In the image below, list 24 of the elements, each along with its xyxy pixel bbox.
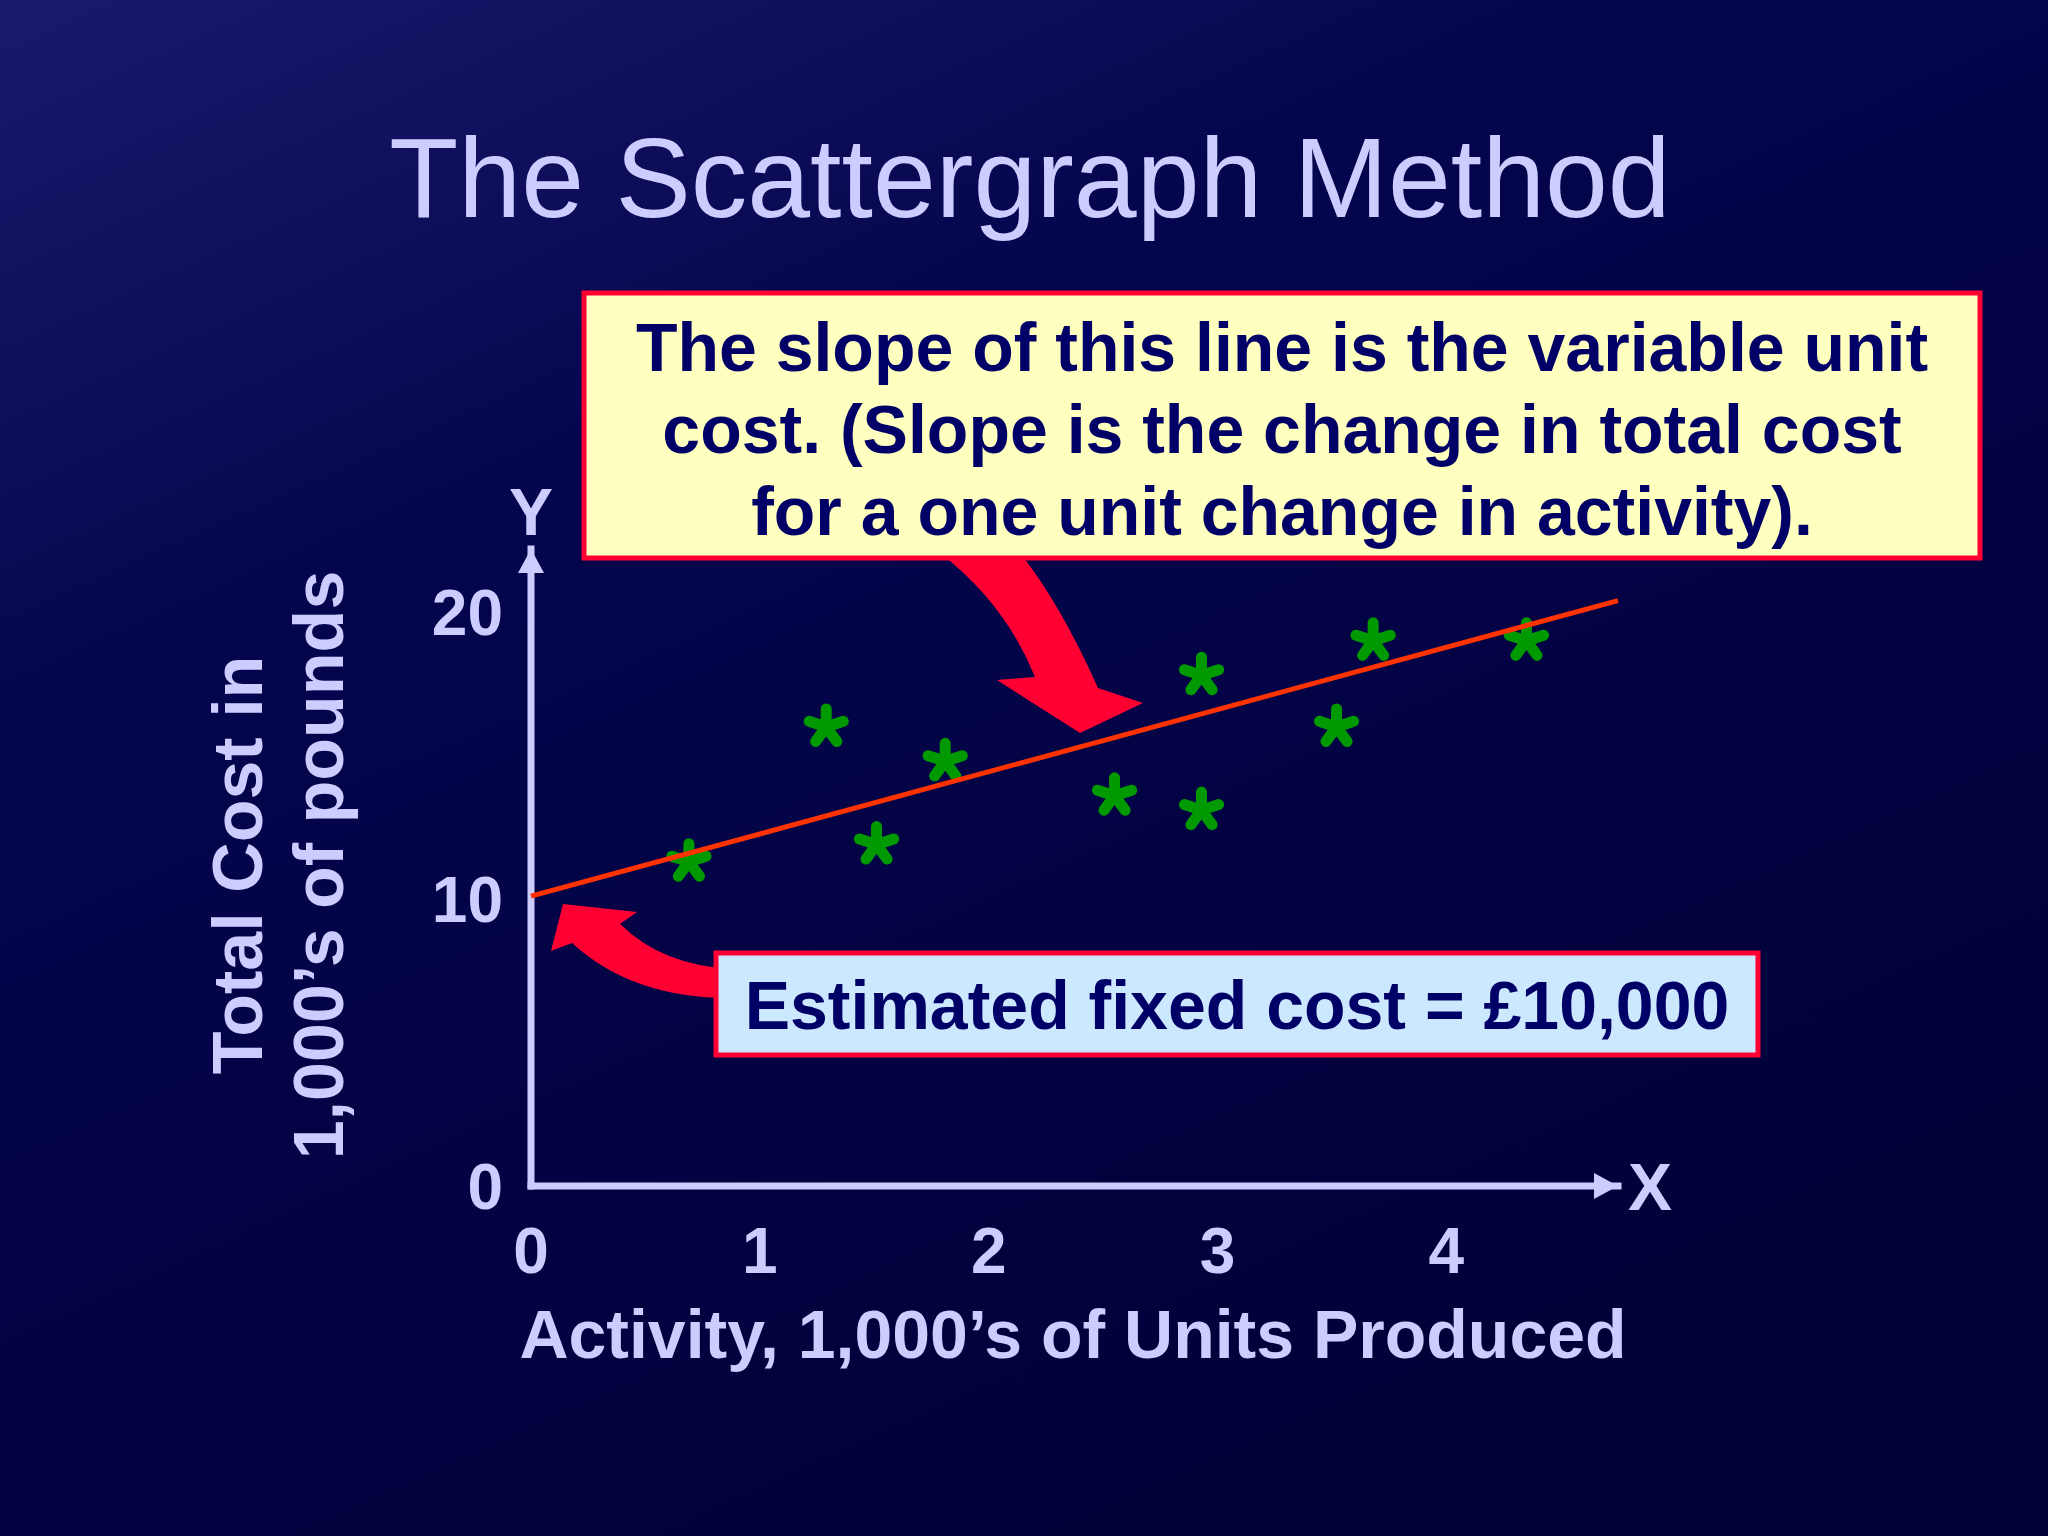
y-tick-label: 0 bbox=[467, 1151, 503, 1224]
point bbox=[1503, 617, 1550, 661]
point bbox=[853, 821, 900, 865]
x-tick-label: 2 bbox=[970, 1215, 1007, 1287]
point bbox=[1178, 786, 1225, 831]
x-tick-label: 0 bbox=[513, 1215, 549, 1287]
annotation: Estimated fixed cost = £10,000 bbox=[744, 967, 1730, 1043]
y-tick-label: 20 bbox=[431, 577, 503, 650]
point bbox=[1178, 651, 1225, 696]
point bbox=[922, 737, 968, 782]
y-tick-label: 10 bbox=[431, 864, 503, 937]
text: X bbox=[1627, 1150, 1673, 1224]
point bbox=[1091, 772, 1138, 816]
chart-title: The Scattergraph Method bbox=[389, 115, 1671, 241]
annotation: Y bbox=[508, 475, 554, 549]
x-tick-label: 1 bbox=[742, 1215, 778, 1287]
y-axis-title: Total Cost in 1,000’s of pounds bbox=[199, 570, 358, 1160]
x-axis-title: Activity, 1,000’s of Units Produced bbox=[519, 1296, 1627, 1372]
x-tick-label: 4 bbox=[1428, 1215, 1465, 1287]
point bbox=[803, 703, 849, 747]
point bbox=[1313, 703, 1360, 747]
point bbox=[1350, 617, 1396, 661]
annotation: The slope of this line is the variable unit cost. (Slope is the change in total cost for a one unit change in activity). bbox=[635, 309, 1929, 549]
x-tick-label: 3 bbox=[1199, 1215, 1236, 1287]
